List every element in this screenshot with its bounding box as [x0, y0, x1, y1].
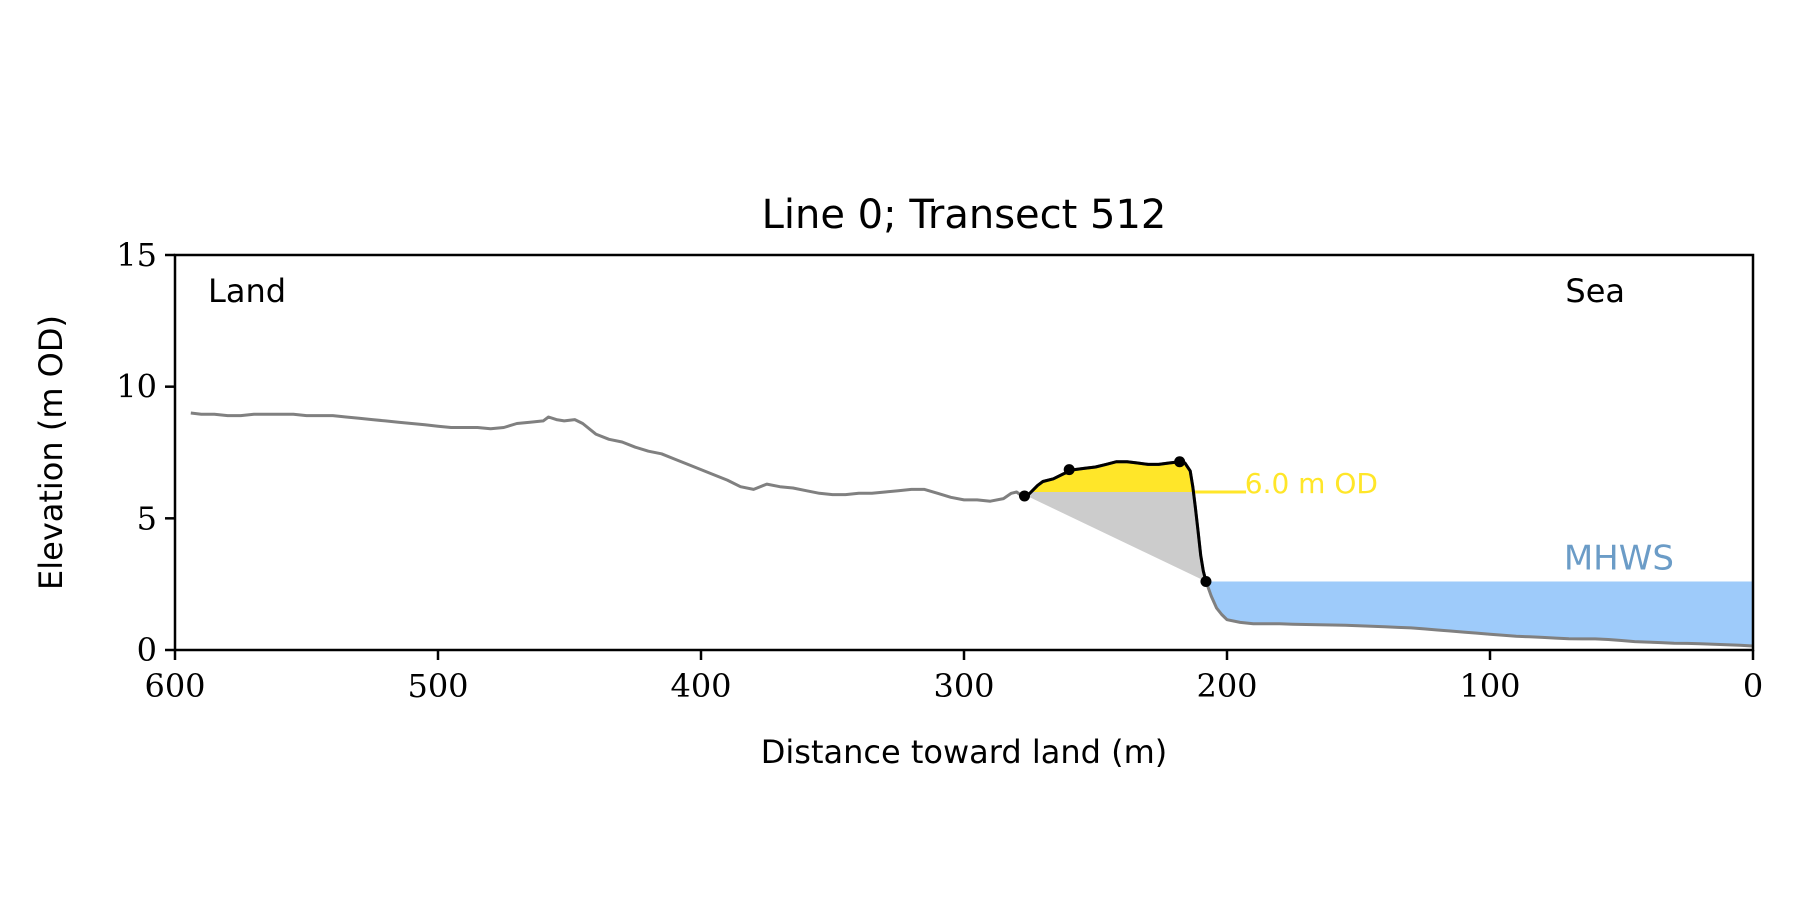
x-tick-label: 0: [1743, 667, 1763, 705]
sea-label: Sea: [1565, 272, 1625, 310]
y-tick-label: 5: [137, 499, 157, 537]
y-axis-label: Elevation (m OD): [32, 315, 70, 590]
x-axis: 600 500 400 300 200 100 0: [144, 650, 1763, 705]
x-tick-label: 500: [407, 667, 468, 705]
threshold-label: 6.0 m OD: [1245, 467, 1378, 500]
dune-fill-above: [1031, 461, 1194, 492]
x-tick-label: 400: [670, 667, 731, 705]
plot-markers: [1018, 456, 1212, 588]
chart-title: Line 0; Transect 512: [762, 192, 1167, 238]
y-axis: 0 5 10 15: [116, 236, 175, 669]
mhws-fill: [1206, 581, 1753, 646]
dune-point-marker: [1174, 456, 1186, 468]
x-tick-label: 300: [933, 667, 994, 705]
x-tick-label: 200: [1196, 667, 1257, 705]
dune-point-marker: [1063, 464, 1075, 476]
y-tick-label: 15: [116, 236, 157, 274]
dune-point-marker: [1200, 576, 1212, 588]
land-label: Land: [208, 272, 286, 310]
mhws-label: MHWS: [1564, 539, 1674, 579]
x-axis-label: Distance toward land (m): [761, 733, 1167, 771]
plot-fills: [1027, 461, 1753, 646]
y-tick-label: 10: [116, 368, 157, 406]
y-tick-label: 0: [137, 631, 157, 669]
dune-line: [1026, 460, 1208, 582]
plot-annotations: MHWS 6.0 m OD Land Sea: [208, 272, 1674, 579]
x-tick-label: 600: [144, 667, 205, 705]
dune-point-marker: [1018, 490, 1030, 502]
x-tick-label: 100: [1459, 667, 1520, 705]
